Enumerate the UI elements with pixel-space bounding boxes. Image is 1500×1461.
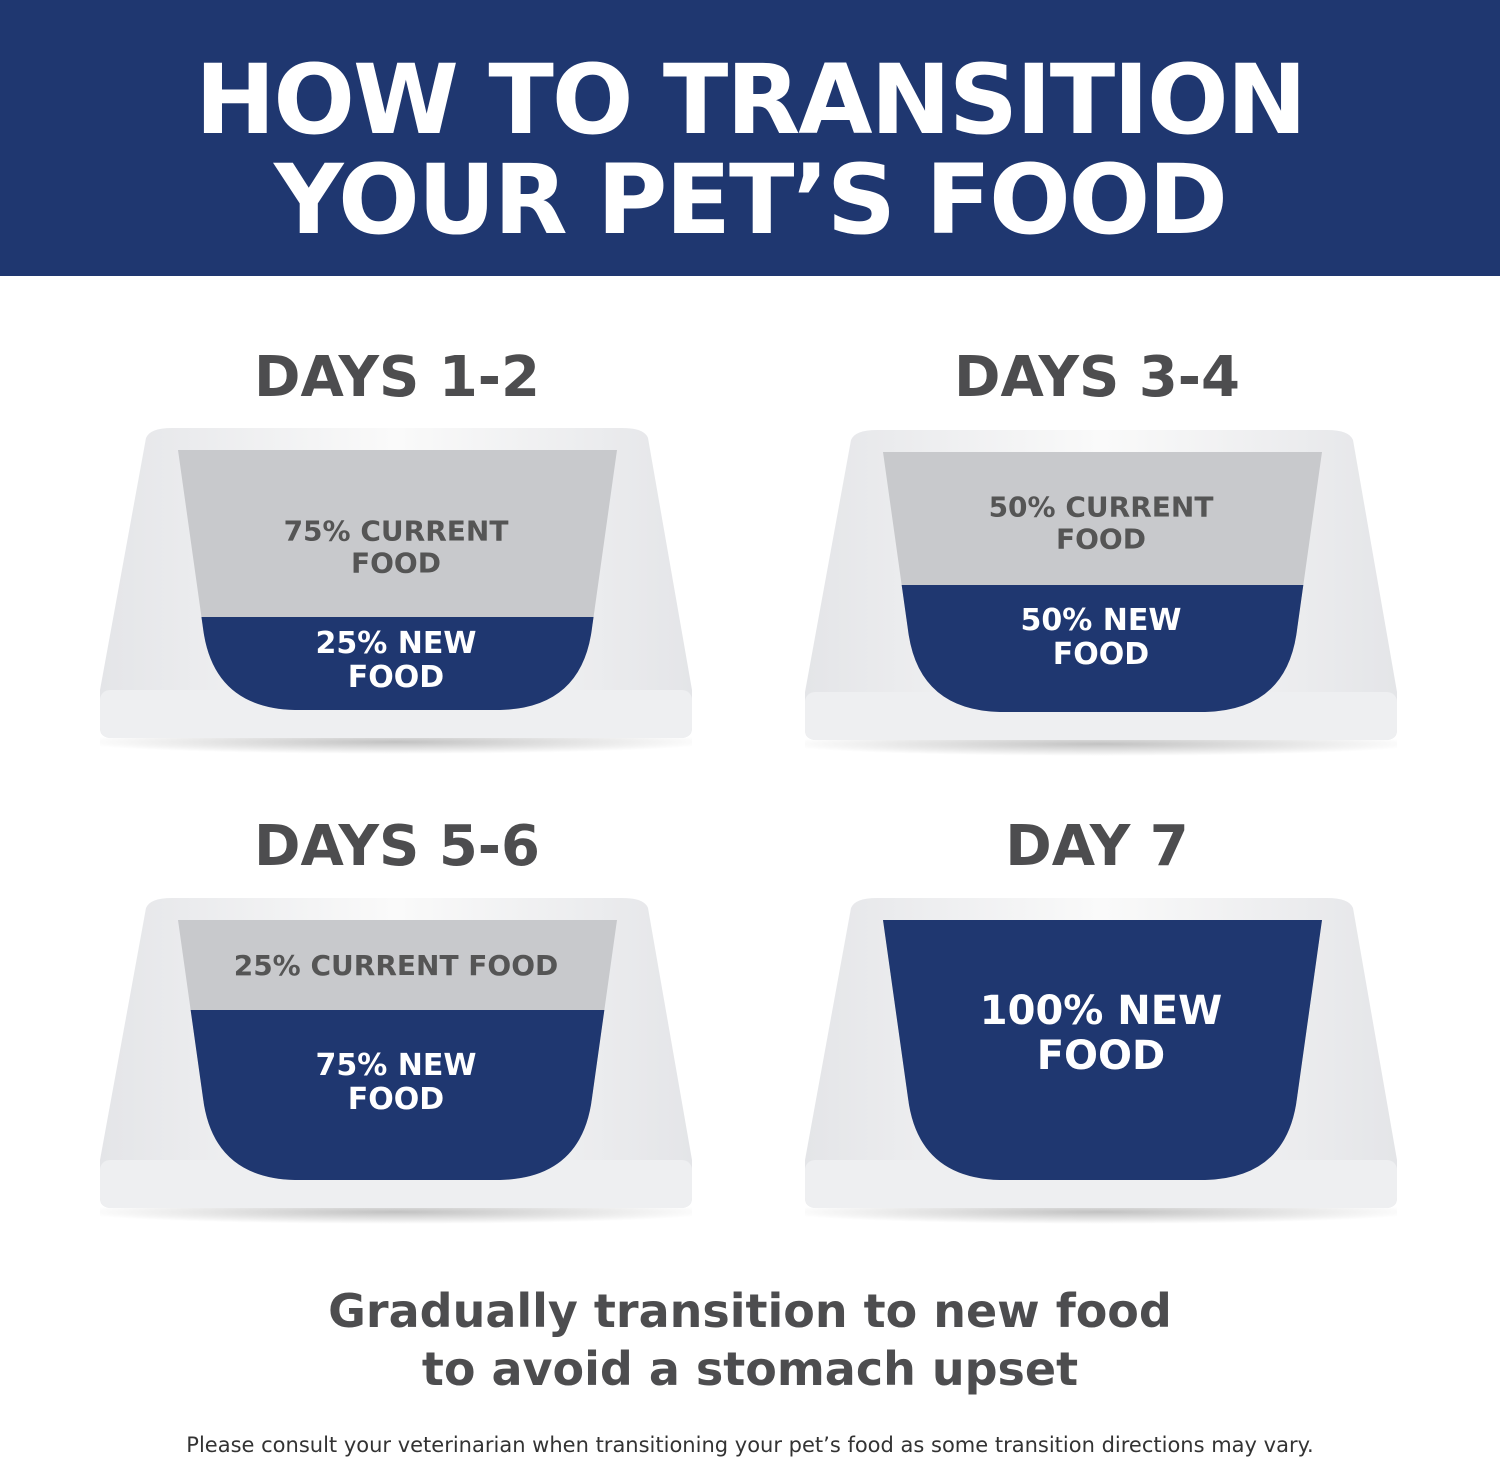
tagline-line: to avoid a stomach upset xyxy=(421,1342,1079,1396)
bowl-graphic xyxy=(805,430,1397,756)
new-food-label: 50% NEW FOOD xyxy=(805,604,1397,672)
bowl-graphic xyxy=(100,428,692,754)
tagline-line: Gradually transition to new food xyxy=(328,1284,1172,1338)
header: HOW TO TRANSITION YOUR PET’S FOOD xyxy=(0,0,1500,276)
new-food-label: 75% NEW FOOD xyxy=(100,1049,692,1117)
current-food-label: 25% CURRENT FOOD xyxy=(100,950,692,982)
bowl: 75% CURRENT FOOD 25% NEW FOOD xyxy=(100,428,692,758)
label-text: 100% NEW FOOD xyxy=(979,987,1223,1079)
bowl: 25% CURRENT FOOD 75% NEW FOOD xyxy=(100,898,692,1228)
bowl: 100% NEW FOOD xyxy=(805,898,1397,1228)
label-text: 25% CURRENT FOOD xyxy=(233,949,559,983)
label-text: 75% CURRENT FOOD xyxy=(283,514,509,579)
bowl: 50% CURRENT FOOD 50% NEW FOOD xyxy=(805,430,1397,760)
new-food-label: 100% NEW FOOD xyxy=(805,987,1397,1079)
label-text: 50% NEW FOOD xyxy=(1020,603,1182,672)
disclaimer: Please consult your veterinarian when tr… xyxy=(186,1433,1314,1457)
day-label: DAY 7 xyxy=(1005,814,1189,879)
bowl-graphic xyxy=(805,898,1397,1224)
day-label: DAYS 5-6 xyxy=(253,814,540,879)
label-text: 50% CURRENT FOOD xyxy=(988,490,1214,555)
label-text: 75% NEW FOOD xyxy=(315,1048,477,1117)
current-food-label: 50% CURRENT FOOD xyxy=(805,491,1397,554)
title-line: HOW TO TRANSITION xyxy=(195,44,1307,156)
label-text: 25% NEW FOOD xyxy=(315,626,477,695)
day-label: DAYS 1-2 xyxy=(253,345,540,410)
bowl-graphic xyxy=(100,898,692,1224)
current-food-label: 75% CURRENT FOOD xyxy=(100,515,692,578)
new-food-label: 25% NEW FOOD xyxy=(100,627,692,695)
day-label: DAYS 3-4 xyxy=(953,345,1240,410)
title-line: YOUR PET’S FOOD xyxy=(274,144,1228,256)
